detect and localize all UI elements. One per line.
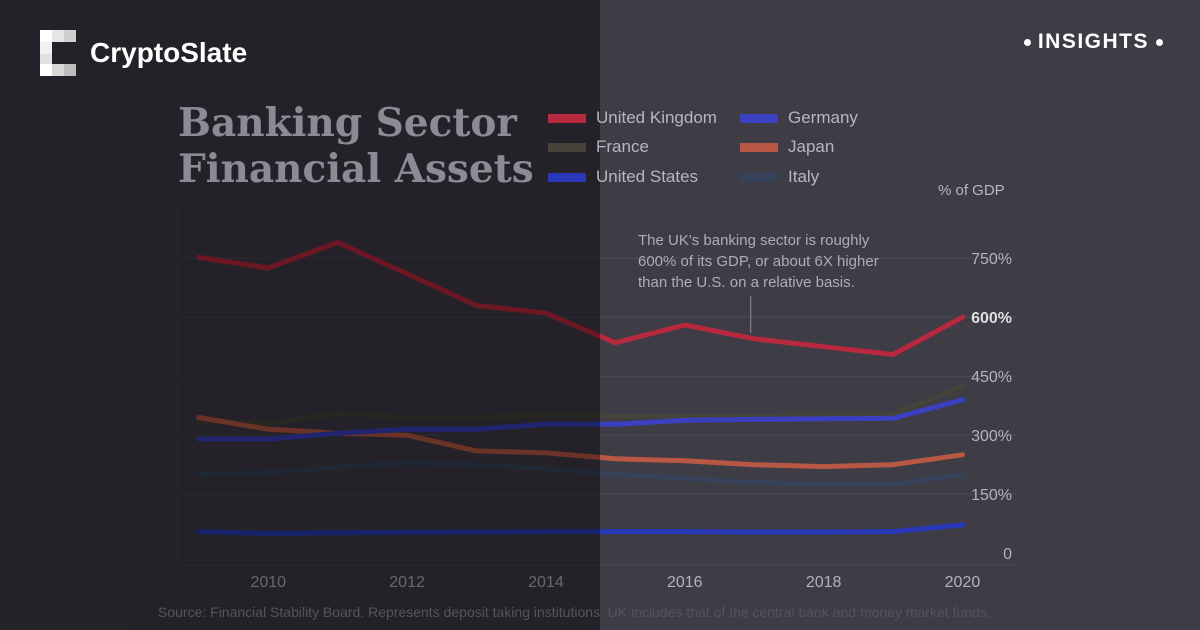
legend-swatch (548, 172, 586, 182)
legend-label: France (596, 137, 649, 156)
legend-label: United States (596, 167, 699, 186)
source-note: Source: Financial Stability Board. Repre… (158, 604, 991, 620)
insights-badge: INSIGHTS (1017, 30, 1170, 54)
cryptoslate-logo-icon (40, 30, 76, 76)
chart-title: Banking Sector Financial Assets (178, 100, 534, 192)
legend-item-united-kingdom: United Kingdom (548, 108, 717, 128)
chart-title-line-1: Banking Sector (178, 100, 517, 146)
legend-swatch (740, 172, 778, 182)
legend-item-japan: Japan (740, 137, 834, 157)
x-tick-labels: 2010 2012 2014 2016 2018 2020 (250, 574, 980, 591)
annotation-line: than the U.S. on a relative basis. (638, 274, 855, 291)
axes (177, 207, 1018, 566)
y-unit-label: % of GDP (938, 182, 1005, 199)
legend-swatch (740, 142, 778, 152)
series-line-italy (196, 460, 965, 487)
y-tick-label: 600% (971, 310, 1012, 327)
y-tick-label: 0 (1003, 546, 1012, 563)
bullet-dot-icon (1023, 38, 1031, 46)
annotation-line: The UK's banking sector is roughly (638, 232, 870, 249)
series-line-united-kingdom (196, 239, 965, 357)
y-tick-label: 450% (971, 369, 1012, 386)
brand[interactable]: CryptoSlate (40, 30, 247, 76)
y-tick-labels: 0 150% 300% 450% 600% 750% (971, 251, 1012, 563)
series-line-germany (196, 397, 965, 442)
legend-item-united-states: United States (548, 167, 698, 187)
annotation-line: 600% of its GDP, or about 6X higher (638, 253, 879, 270)
legend-label: United Kingdom (596, 108, 717, 127)
y-tick-label: 300% (971, 428, 1012, 445)
legend-swatch (548, 142, 586, 152)
legend-label: Japan (788, 137, 835, 156)
insights-label: INSIGHTS (1037, 30, 1149, 53)
series-lines (196, 239, 965, 536)
x-tick-label: 2016 (667, 574, 703, 591)
chart-title-line-2: Financial Assets (178, 146, 534, 192)
y-tick-label: 750% (971, 251, 1012, 268)
legend-label: Italy (788, 167, 820, 186)
x-tick-label: 2014 (528, 574, 564, 591)
legend-item-italy: Italy (740, 167, 819, 187)
legend-label: Germany (788, 108, 858, 127)
series-line-united-states (196, 522, 965, 536)
brand-name: CryptoSlate (90, 37, 248, 68)
series-line-france (196, 383, 965, 426)
uk-annotation: The UK's banking sector is roughly 600% … (638, 230, 918, 293)
x-tick-label: 2020 (945, 574, 981, 591)
legend-swatch (740, 113, 778, 123)
x-tick-label: 2018 (806, 574, 842, 591)
y-tick-label: 150% (971, 487, 1012, 504)
x-tick-label: 2010 (250, 574, 286, 591)
legend-item-germany: Germany (740, 108, 858, 128)
legend-swatch (548, 113, 586, 123)
bullet-dot-icon (1156, 38, 1163, 46)
legend-item-france: France (548, 137, 649, 157)
x-tick-label: 2012 (389, 574, 425, 591)
